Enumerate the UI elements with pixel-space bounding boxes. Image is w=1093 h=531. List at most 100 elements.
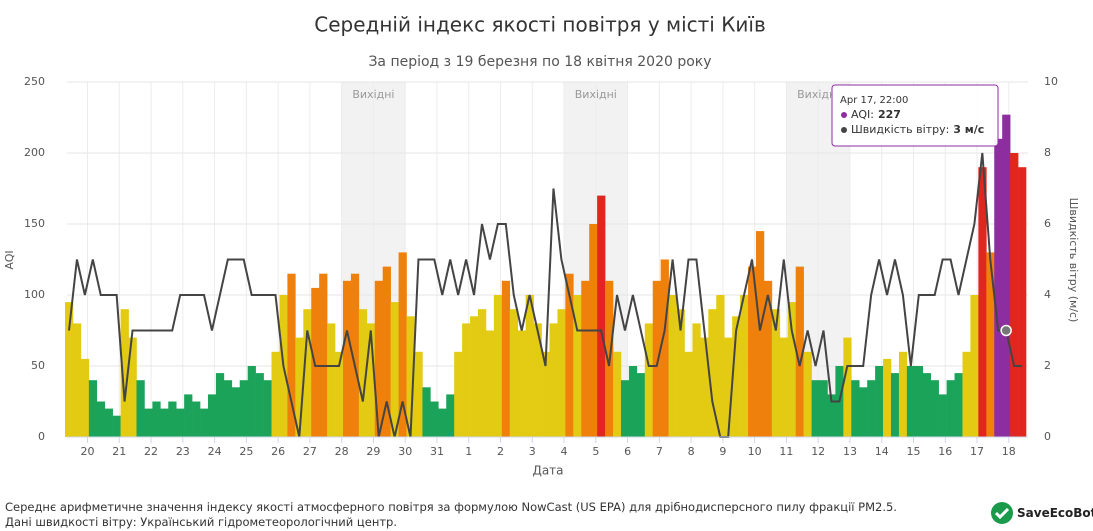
logo-text: SaveEcoBot — [1017, 506, 1093, 520]
aqi-bar — [414, 351, 423, 437]
aqi-bar — [65, 302, 74, 437]
y2-tick-label: 10 — [1044, 75, 1058, 88]
aqi-bar — [485, 330, 495, 437]
aqi-bar — [184, 394, 193, 437]
aqi-bar — [620, 380, 630, 437]
aqi-bar — [898, 351, 908, 437]
y2-axis-label: Швидкість вітру (м/с) — [1067, 198, 1080, 323]
aqi-bar — [478, 309, 487, 437]
x-tick-label: 4 — [561, 445, 568, 458]
x-tick-label: 18 — [1002, 445, 1016, 458]
y2-tick-label: 4 — [1044, 288, 1051, 301]
aqi-bar — [573, 295, 582, 437]
aqi-bar — [843, 337, 852, 437]
aqi-bar — [549, 323, 558, 437]
x-tick-label: 10 — [748, 445, 762, 458]
aqi-bar — [890, 373, 900, 437]
y2-tick-label: 2 — [1044, 359, 1051, 372]
y-tick-label: 100 — [24, 288, 45, 301]
aqi-bar — [446, 394, 455, 437]
x-tick-label: 15 — [907, 445, 921, 458]
aqi-bar — [763, 280, 773, 437]
x-tick-label: 2 — [497, 445, 504, 458]
x-tick-label: 26 — [271, 445, 285, 458]
aqi-bar — [716, 295, 725, 437]
aqi-bar — [676, 309, 685, 437]
aqi-bar — [613, 351, 622, 437]
chart: Середній індекс якості повітря у місті К… — [3, 13, 1080, 478]
x-tick-label: 23 — [176, 445, 190, 458]
aqi-bar — [96, 401, 106, 437]
aqi-bar — [803, 351, 812, 437]
x-tick-label: 29 — [366, 445, 380, 458]
aqi-bar — [771, 309, 781, 437]
aqi-bar — [160, 408, 169, 437]
tooltip-box — [831, 84, 999, 147]
aqi-bar — [239, 380, 248, 437]
x-tick-label: 24 — [208, 445, 222, 458]
aqi-bar — [295, 337, 304, 437]
tooltip-label: Швидкість вітру: — [851, 123, 949, 136]
x-tick-label: 11 — [779, 445, 793, 458]
aqi-bar — [922, 373, 932, 437]
y2-tick-label: 0 — [1044, 430, 1051, 443]
aqi-bar — [255, 373, 264, 437]
x-tick-label: 25 — [239, 445, 253, 458]
footer-note: Середнє арифметичне значення індексу яко… — [5, 500, 897, 514]
y-tick-label: 50 — [31, 359, 45, 372]
aqi-bar — [128, 337, 137, 437]
x-tick-label: 30 — [398, 445, 412, 458]
aqi-bar — [112, 415, 121, 437]
aqi-bar — [875, 366, 884, 437]
logo[interactable]: SaveEcoBot — [990, 501, 1093, 525]
aqi-bar — [755, 231, 765, 437]
aqi-bar — [930, 380, 939, 437]
aqi-bar — [327, 323, 336, 437]
aqi-bar — [406, 316, 415, 437]
aqi-bar — [914, 366, 924, 437]
aqi-bar — [223, 380, 233, 437]
x-tick-label: 14 — [875, 445, 889, 458]
aqi-bar — [851, 380, 860, 437]
footer-note: Дані швидкості вітру: Український гідром… — [5, 515, 397, 529]
aqi-bar — [597, 195, 606, 437]
tooltip-dot — [841, 112, 847, 118]
x-tick-label: 7 — [656, 445, 663, 458]
aqi-bar — [986, 252, 995, 437]
aqi-bar — [811, 380, 820, 437]
aqi-bar — [628, 366, 638, 437]
aqi-bar — [398, 252, 407, 437]
aqi-bar — [541, 351, 550, 437]
x-tick-label: 13 — [843, 445, 857, 458]
aqi-bar — [1010, 153, 1019, 437]
y2-tick-label: 6 — [1044, 217, 1051, 230]
aqi-bar — [700, 337, 709, 437]
x-tick-label: 5 — [592, 445, 599, 458]
aqi-bar — [470, 316, 479, 437]
aqi-bar — [748, 266, 757, 437]
aqi-bar — [906, 366, 916, 437]
aqi-bar — [668, 295, 677, 437]
aqi-bar — [207, 394, 217, 437]
aqi-bar — [740, 295, 749, 437]
tooltip-row: Швидкість вітру: 3 м/с — [851, 123, 984, 136]
x-tick-label: 3 — [529, 445, 536, 458]
y2-tick-label: 8 — [1044, 146, 1051, 159]
aqi-bar — [215, 373, 225, 437]
aqi-bar — [501, 280, 511, 437]
aqi-bar — [350, 273, 360, 437]
aqi-bar — [335, 351, 344, 437]
aqi-bar — [374, 280, 384, 437]
aqi-bar — [827, 394, 836, 437]
aqi-bar — [438, 408, 447, 437]
x-tick-label: 12 — [811, 445, 825, 458]
x-tick-label: 27 — [303, 445, 317, 458]
aqi-bar — [358, 309, 368, 437]
y-axis-label: AQI — [3, 250, 16, 269]
aqi-bar — [200, 408, 209, 437]
x-axis-label: Дата — [532, 464, 563, 478]
chart-subtitle: За період з 19 березня по 18 квітня 2020… — [368, 54, 711, 70]
aqi-bar — [859, 387, 868, 437]
aqi-bar — [581, 280, 590, 437]
wind-line — [67, 152, 1023, 438]
